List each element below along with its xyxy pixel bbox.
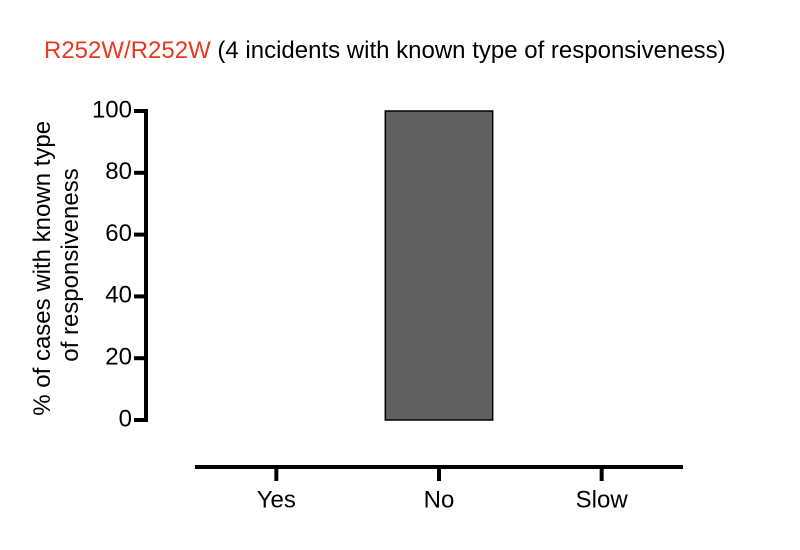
title-highlight: R252W/R252W — [44, 37, 211, 64]
x-tick-label: Yes — [257, 486, 296, 513]
y-axis-label-line: % of cases with known type — [29, 121, 56, 416]
bar — [384, 110, 494, 421]
y-tick-label: 100 — [92, 96, 132, 123]
x-tick-label: Slow — [576, 486, 629, 513]
y-tick-label: 80 — [105, 158, 132, 185]
y-tick-label: 60 — [105, 220, 132, 247]
x-tick-label: No — [424, 486, 455, 513]
y-axis-label-line: of responsiveness — [57, 168, 84, 361]
chart-title: R252W/R252W (4 incidents with known type… — [44, 37, 726, 64]
y-tick-label: 20 — [105, 344, 132, 371]
y-tick-label: 0 — [119, 405, 132, 432]
y-tick-label: 40 — [105, 282, 132, 309]
y-axis-label: % of cases with known type of responsive… — [29, 114, 84, 415]
title-text: (4 incidents with known type of responsi… — [217, 37, 725, 64]
